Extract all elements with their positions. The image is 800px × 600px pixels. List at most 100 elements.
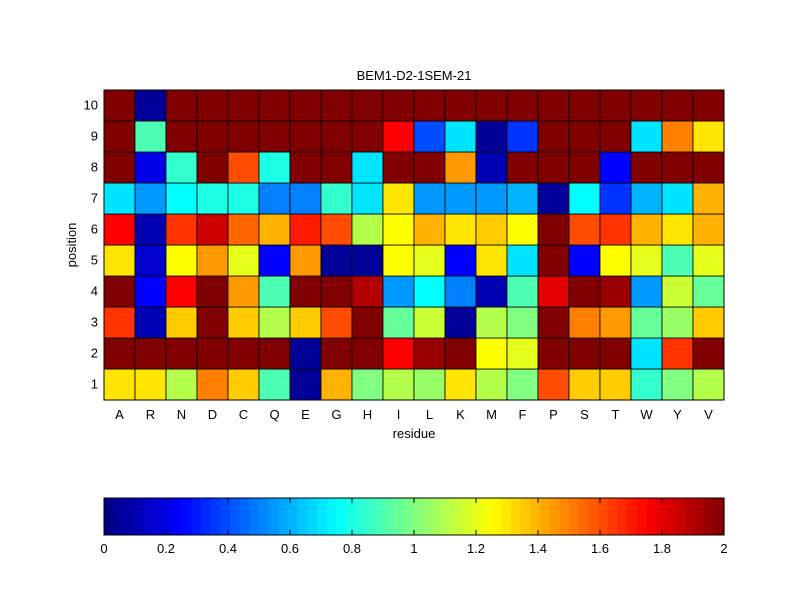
colorbar-swatch <box>694 498 706 535</box>
heatmap-cell <box>599 306 632 339</box>
colorbar-tick-label: 0.6 <box>281 541 299 556</box>
colorbar-swatch <box>326 498 338 535</box>
heatmap-cell <box>227 337 260 370</box>
heatmap-cell <box>692 120 725 153</box>
x-tick-label: N <box>177 407 186 422</box>
heatmap-cell <box>413 213 446 246</box>
heatmap-cell <box>165 337 198 370</box>
heatmap-cell <box>351 275 384 308</box>
heatmap-cell <box>227 89 260 122</box>
heatmap-cell <box>630 182 663 215</box>
heatmap-cell <box>599 368 632 401</box>
colorbar-swatch <box>491 498 502 535</box>
heatmap-cell <box>134 337 167 370</box>
heatmap-cell <box>630 89 663 122</box>
heatmap-cell <box>630 306 663 339</box>
heatmap-cell <box>413 89 446 122</box>
heatmap-cell <box>475 120 508 153</box>
heatmap-cell <box>661 89 694 122</box>
heatmap-cell <box>661 182 694 215</box>
heatmap-cell <box>382 120 415 153</box>
heatmap-cell <box>599 244 632 277</box>
colorbar-tick-label: 2 <box>720 541 727 556</box>
x-tick-label: C <box>239 407 248 422</box>
heatmap-cell <box>537 275 570 308</box>
heatmap-cell <box>692 182 725 215</box>
x-tick-label: W <box>640 407 653 422</box>
heatmap-cell <box>599 275 632 308</box>
heatmap-cell <box>227 275 260 308</box>
colorbar-swatch <box>123 498 134 535</box>
heatmap-cell <box>568 337 601 370</box>
heatmap-cell <box>444 120 477 153</box>
colorbar-swatch <box>569 498 580 535</box>
heatmap-cell <box>196 244 229 277</box>
heatmap-cell <box>320 306 353 339</box>
heatmap-cell <box>692 213 725 246</box>
heatmap-cell <box>165 306 198 339</box>
heatmap-cell <box>165 213 198 246</box>
heatmap-cell <box>413 275 446 308</box>
heatmap-cell <box>134 89 167 122</box>
heatmap-cell <box>599 213 632 246</box>
heatmap-cell <box>196 306 229 339</box>
colorbar-swatch <box>588 498 599 535</box>
heatmap-cell <box>289 244 322 277</box>
colorbar-swatch <box>685 498 696 535</box>
heatmap-cell <box>382 368 415 401</box>
heatmap-cell <box>537 244 570 277</box>
heatmap-cell <box>413 151 446 184</box>
heatmap-cell <box>196 182 229 215</box>
x-tick-label: S <box>580 407 589 422</box>
heatmap-cell <box>258 182 291 215</box>
colorbar-swatch <box>578 498 589 535</box>
colorbar-swatch <box>675 498 686 535</box>
heatmap-cell <box>475 368 508 401</box>
heatmap-cell <box>630 275 663 308</box>
heatmap-cell <box>599 182 632 215</box>
colorbar-swatch <box>375 498 386 535</box>
heatmap-cell <box>289 337 322 370</box>
heatmap-cell <box>413 368 446 401</box>
heatmap-cell <box>630 244 663 277</box>
heatmap-cell <box>692 89 725 122</box>
colorbar-tick-label: 0 <box>100 541 107 556</box>
heatmap-cell <box>134 151 167 184</box>
heatmap-cell <box>258 368 291 401</box>
y-tick-label: 3 <box>91 315 98 330</box>
heatmap-cell <box>568 368 601 401</box>
heatmap-cell <box>289 213 322 246</box>
heatmap-cell <box>320 244 353 277</box>
heatmap-cell <box>258 120 291 153</box>
colorbar-swatch <box>598 498 609 535</box>
y-tick-label: 5 <box>91 253 98 268</box>
colorbar-swatch <box>268 498 279 535</box>
colorbar-tick-labels: 0 0.2 0.4 0.6 0.8 1 1.2 1.4 1.6 1.8 2 <box>100 498 728 556</box>
colorbar-swatch <box>539 498 551 535</box>
colorbar-swatch <box>627 498 638 535</box>
heatmap-cell <box>506 213 539 246</box>
colorbar-swatch <box>481 498 493 535</box>
heatmap-cell <box>134 244 167 277</box>
heatmap-cell <box>289 151 322 184</box>
heatmap-cell <box>289 275 322 308</box>
x-tick-label: E <box>301 407 310 422</box>
x-tick-label: P <box>549 407 558 422</box>
x-tick-label: F <box>519 407 527 422</box>
heatmap-cell <box>320 213 353 246</box>
colorbar-swatch <box>665 498 677 535</box>
y-tick-label: 7 <box>91 191 98 206</box>
colorbar-swatch <box>171 498 183 535</box>
heatmap-cell <box>258 151 291 184</box>
colorbar-swatch <box>549 498 560 535</box>
colorbar-tick-label: 0.2 <box>157 541 175 556</box>
heatmap-cell <box>134 182 167 215</box>
y-tick-label: 6 <box>91 222 98 237</box>
heatmap-cell <box>134 306 167 339</box>
x-tick-label: H <box>363 407 372 422</box>
heatmap-cell <box>289 89 322 122</box>
heatmap-cell <box>351 89 384 122</box>
colorbar-swatch <box>336 498 347 535</box>
